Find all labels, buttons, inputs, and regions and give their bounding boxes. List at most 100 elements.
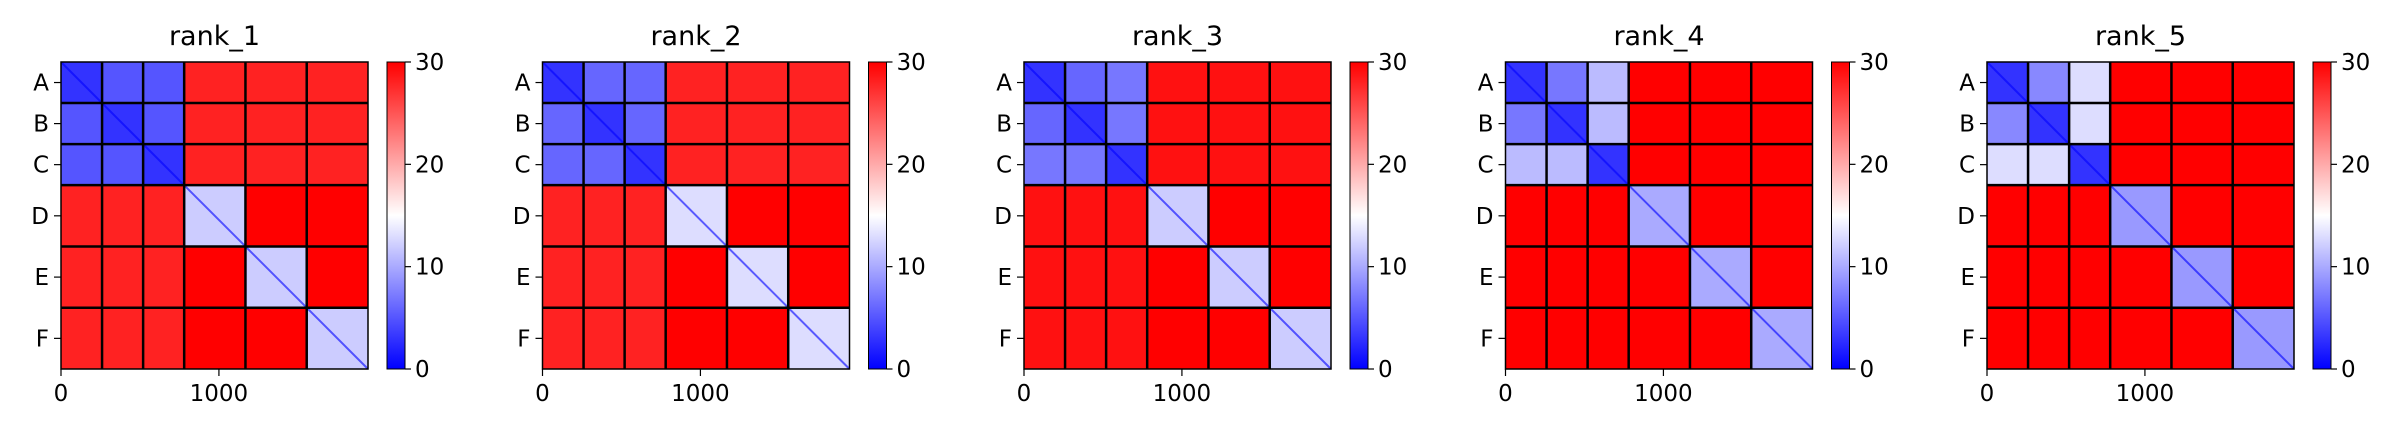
- heatmap-cell: [665, 144, 727, 186]
- y-tick-label: C: [996, 153, 1012, 179]
- heatmap-cell: [583, 144, 625, 186]
- heatmap-cell: [1024, 103, 1066, 145]
- heatmap-cell: [726, 185, 789, 247]
- heatmap-cell: [542, 307, 584, 369]
- heatmap-cell: [2110, 246, 2172, 308]
- heatmap-cell: [2069, 62, 2111, 104]
- heatmap-cell: [1208, 185, 1270, 247]
- heatmap-cell: [726, 62, 789, 104]
- diagonal-streak: [1269, 307, 1332, 370]
- heatmap-cell: [2069, 185, 2111, 247]
- heatmap-cell: [2171, 62, 2233, 104]
- heatmap-cell: [624, 307, 666, 369]
- heatmap-cell: [1065, 246, 1107, 308]
- heatmap-cell: [1546, 185, 1588, 247]
- colorbar-tick-label: 30: [1378, 50, 1407, 76]
- heatmap-cell: [1269, 62, 1331, 104]
- diagonal-streak: [582, 102, 626, 145]
- diagonal-streak: [2068, 143, 2111, 186]
- colorbar: [1831, 61, 1850, 370]
- diagonal-streak: [2170, 245, 2234, 309]
- heatmap-cell: [245, 103, 307, 145]
- diagonal-streak: [1627, 184, 1691, 248]
- colorbar-tick-label: 20: [1378, 152, 1407, 178]
- heatmap-cell: [2028, 185, 2070, 247]
- heatmap-cell: [1751, 103, 1813, 145]
- x-tick-label: 0: [535, 381, 550, 407]
- colorbar-tick-label: 30: [897, 50, 926, 76]
- heatmap-cell: [1751, 246, 1813, 308]
- diagonal-streak: [787, 307, 851, 370]
- heatmap-cell: [1147, 144, 1209, 186]
- heatmap-cell: [1208, 103, 1270, 145]
- heatmap-cell: [143, 62, 185, 104]
- heatmap-cell: [1106, 62, 1148, 104]
- heatmap-cell: [2232, 144, 2294, 186]
- diagonal-streak: [60, 61, 103, 104]
- heatmap-cell: [1587, 246, 1629, 308]
- diagonal-streak: [244, 245, 308, 309]
- x-tick-label: 0: [54, 381, 69, 407]
- heatmap-cell: [245, 307, 307, 369]
- heatmap-cell: [1987, 144, 2029, 186]
- heatmap-cell: [1106, 103, 1148, 145]
- diagonal-streak: [1586, 143, 1630, 186]
- heatmap-cell: [61, 144, 103, 186]
- heatmap-cell: [2110, 62, 2172, 104]
- y-tick-label: F: [1962, 326, 1975, 352]
- heatmap-cell: [788, 103, 850, 145]
- y-tick-label: B: [515, 112, 531, 138]
- heatmap-cell: [583, 62, 625, 104]
- heatmap-cell: [1106, 307, 1148, 369]
- diagonal-streak: [101, 102, 144, 145]
- heatmap-cell: [1587, 62, 1629, 104]
- heatmap-cell: [143, 103, 185, 145]
- diagonal-streak: [306, 307, 369, 370]
- y-tick-label: F: [1480, 326, 1493, 352]
- heatmap-cell: [1546, 62, 1588, 104]
- heatmap-cell: [1505, 144, 1547, 186]
- heatmap-cell: [1505, 307, 1547, 369]
- x-tick-label: 0: [1980, 381, 1995, 407]
- diagonal-streak: [183, 184, 247, 248]
- heatmap-cell: [306, 185, 368, 247]
- heatmap-cell: [1546, 144, 1588, 186]
- heatmap-cell: [2171, 144, 2233, 186]
- colorbar-tick-label: 30: [415, 50, 444, 76]
- y-tick-label: D: [513, 204, 531, 230]
- heatmap-cell: [624, 62, 666, 104]
- y-tick-label: D: [31, 204, 49, 230]
- heatmap-cell: [1147, 307, 1209, 369]
- heatmap-cell: [1689, 103, 1752, 145]
- x-tick-label: 1000: [1634, 381, 1693, 407]
- heatmap-cell: [665, 246, 727, 308]
- y-tick-label: C: [1959, 153, 1975, 179]
- y-tick-label: B: [1478, 112, 1494, 138]
- y-tick-label: F: [517, 326, 530, 352]
- y-tick-label: E: [997, 265, 1012, 291]
- diagonal-streak: [1207, 245, 1271, 309]
- heatmap-cell: [1587, 307, 1629, 369]
- y-tick-label: F: [999, 326, 1012, 352]
- heatmap-cell: [2110, 307, 2172, 369]
- y-tick-label: E: [1479, 265, 1494, 291]
- diagonal-streak: [664, 184, 728, 248]
- y-tick-label: B: [1959, 112, 1975, 138]
- x-tick-label: 1000: [2116, 381, 2175, 407]
- x-tick-label: 1000: [671, 381, 730, 407]
- y-tick-label: A: [33, 71, 49, 97]
- heatmap-cell: [1147, 62, 1209, 104]
- heatmap-cell: [665, 103, 727, 145]
- heatmap-cell: [788, 144, 850, 186]
- colorbar-tick-label: 0: [415, 357, 430, 383]
- heatmap-cell: [665, 62, 727, 104]
- heatmap-cell: [102, 185, 144, 247]
- y-tick-label: B: [33, 112, 49, 138]
- heatmap-cell: [1106, 185, 1148, 247]
- heatmap-cell: [1751, 185, 1813, 247]
- diagonal-streak: [2232, 307, 2295, 370]
- chart-title: rank_3: [1132, 21, 1223, 52]
